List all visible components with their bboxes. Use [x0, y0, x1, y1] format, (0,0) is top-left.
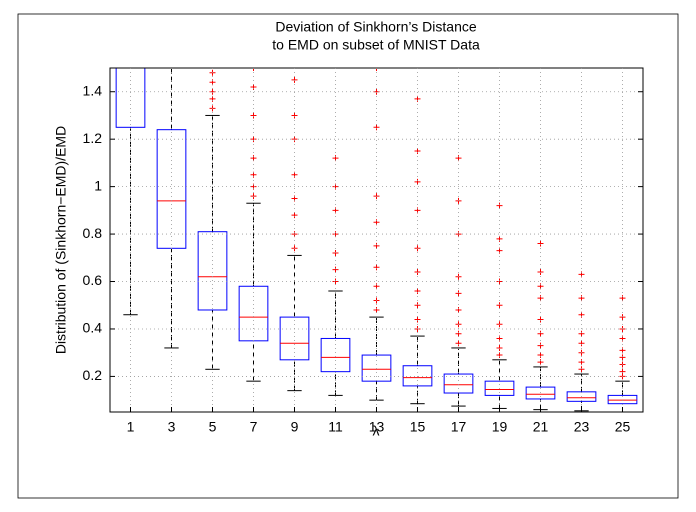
outlier [373, 68, 380, 71]
outlier [496, 302, 503, 309]
outlier [414, 316, 421, 323]
outlier [250, 68, 257, 71]
y-tick-label: 0.8 [83, 225, 103, 241]
x-tick-label: 23 [574, 419, 590, 435]
outlier [455, 330, 462, 337]
outlier [414, 288, 421, 295]
outlier [496, 344, 503, 351]
x-axis-label: λ [373, 423, 380, 439]
y-tick-label: 0.6 [83, 272, 103, 288]
box [115, 68, 146, 128]
box [443, 373, 474, 394]
outlier [496, 202, 503, 209]
x-tick-label: 5 [209, 419, 217, 435]
outlier [332, 250, 339, 257]
outlier [414, 302, 421, 309]
x-tick-label: 19 [492, 419, 508, 435]
y-axis-label: Distribution of (Sinkhorn−EMD)/EMD [53, 126, 69, 354]
y-tick-label: 0.2 [83, 367, 103, 383]
outlier [414, 178, 421, 185]
outlier [373, 124, 380, 131]
outlier [373, 306, 380, 313]
outlier [619, 368, 626, 375]
outlier [291, 112, 298, 119]
outlier [578, 366, 585, 373]
x-tick-label: 21 [533, 419, 549, 435]
outlier [332, 266, 339, 273]
outlier [291, 212, 298, 219]
outlier [373, 264, 380, 271]
outlier [619, 354, 626, 361]
outlier [537, 316, 544, 323]
box [238, 285, 269, 342]
outlier [619, 314, 626, 321]
outlier [373, 242, 380, 249]
chart-title: to EMD on subset of MNIST Data [272, 37, 480, 53]
x-tick-label: 15 [410, 419, 426, 435]
outlier [250, 136, 257, 143]
x-tick-label: 1 [127, 419, 135, 435]
x-tick-label: 9 [291, 419, 299, 435]
x-tick-label: 11 [328, 419, 343, 435]
outlier [537, 330, 544, 337]
x-tick-label: 7 [250, 419, 258, 435]
x-tick-label: 3 [168, 419, 176, 435]
outlier [332, 278, 339, 285]
y-tick-label: 1.4 [83, 82, 103, 98]
outlier [578, 330, 585, 337]
box [525, 386, 556, 400]
outlier [414, 148, 421, 155]
outlier [250, 112, 257, 119]
outlier [537, 352, 544, 359]
box [320, 337, 351, 373]
box [402, 365, 433, 387]
outlier [291, 76, 298, 83]
outlier [537, 342, 544, 349]
x-tick-label: 13 [369, 419, 385, 435]
y-tick-label: 1.2 [83, 130, 103, 146]
y-tick-label: 0.4 [83, 320, 103, 336]
outlier [496, 278, 503, 285]
outlier [537, 240, 544, 247]
box [279, 316, 310, 361]
outlier [455, 340, 462, 347]
outlier [578, 340, 585, 347]
x-tick-label: 17 [451, 419, 467, 435]
outlier [496, 352, 503, 359]
x-tick-label: 25 [615, 419, 631, 435]
outlier [455, 306, 462, 313]
outlier [455, 290, 462, 297]
y-tick-label: 1 [94, 177, 102, 193]
box [607, 394, 638, 405]
box [197, 231, 228, 311]
chart-title: Deviation of Sinkhorn’s Distance [275, 19, 477, 35]
